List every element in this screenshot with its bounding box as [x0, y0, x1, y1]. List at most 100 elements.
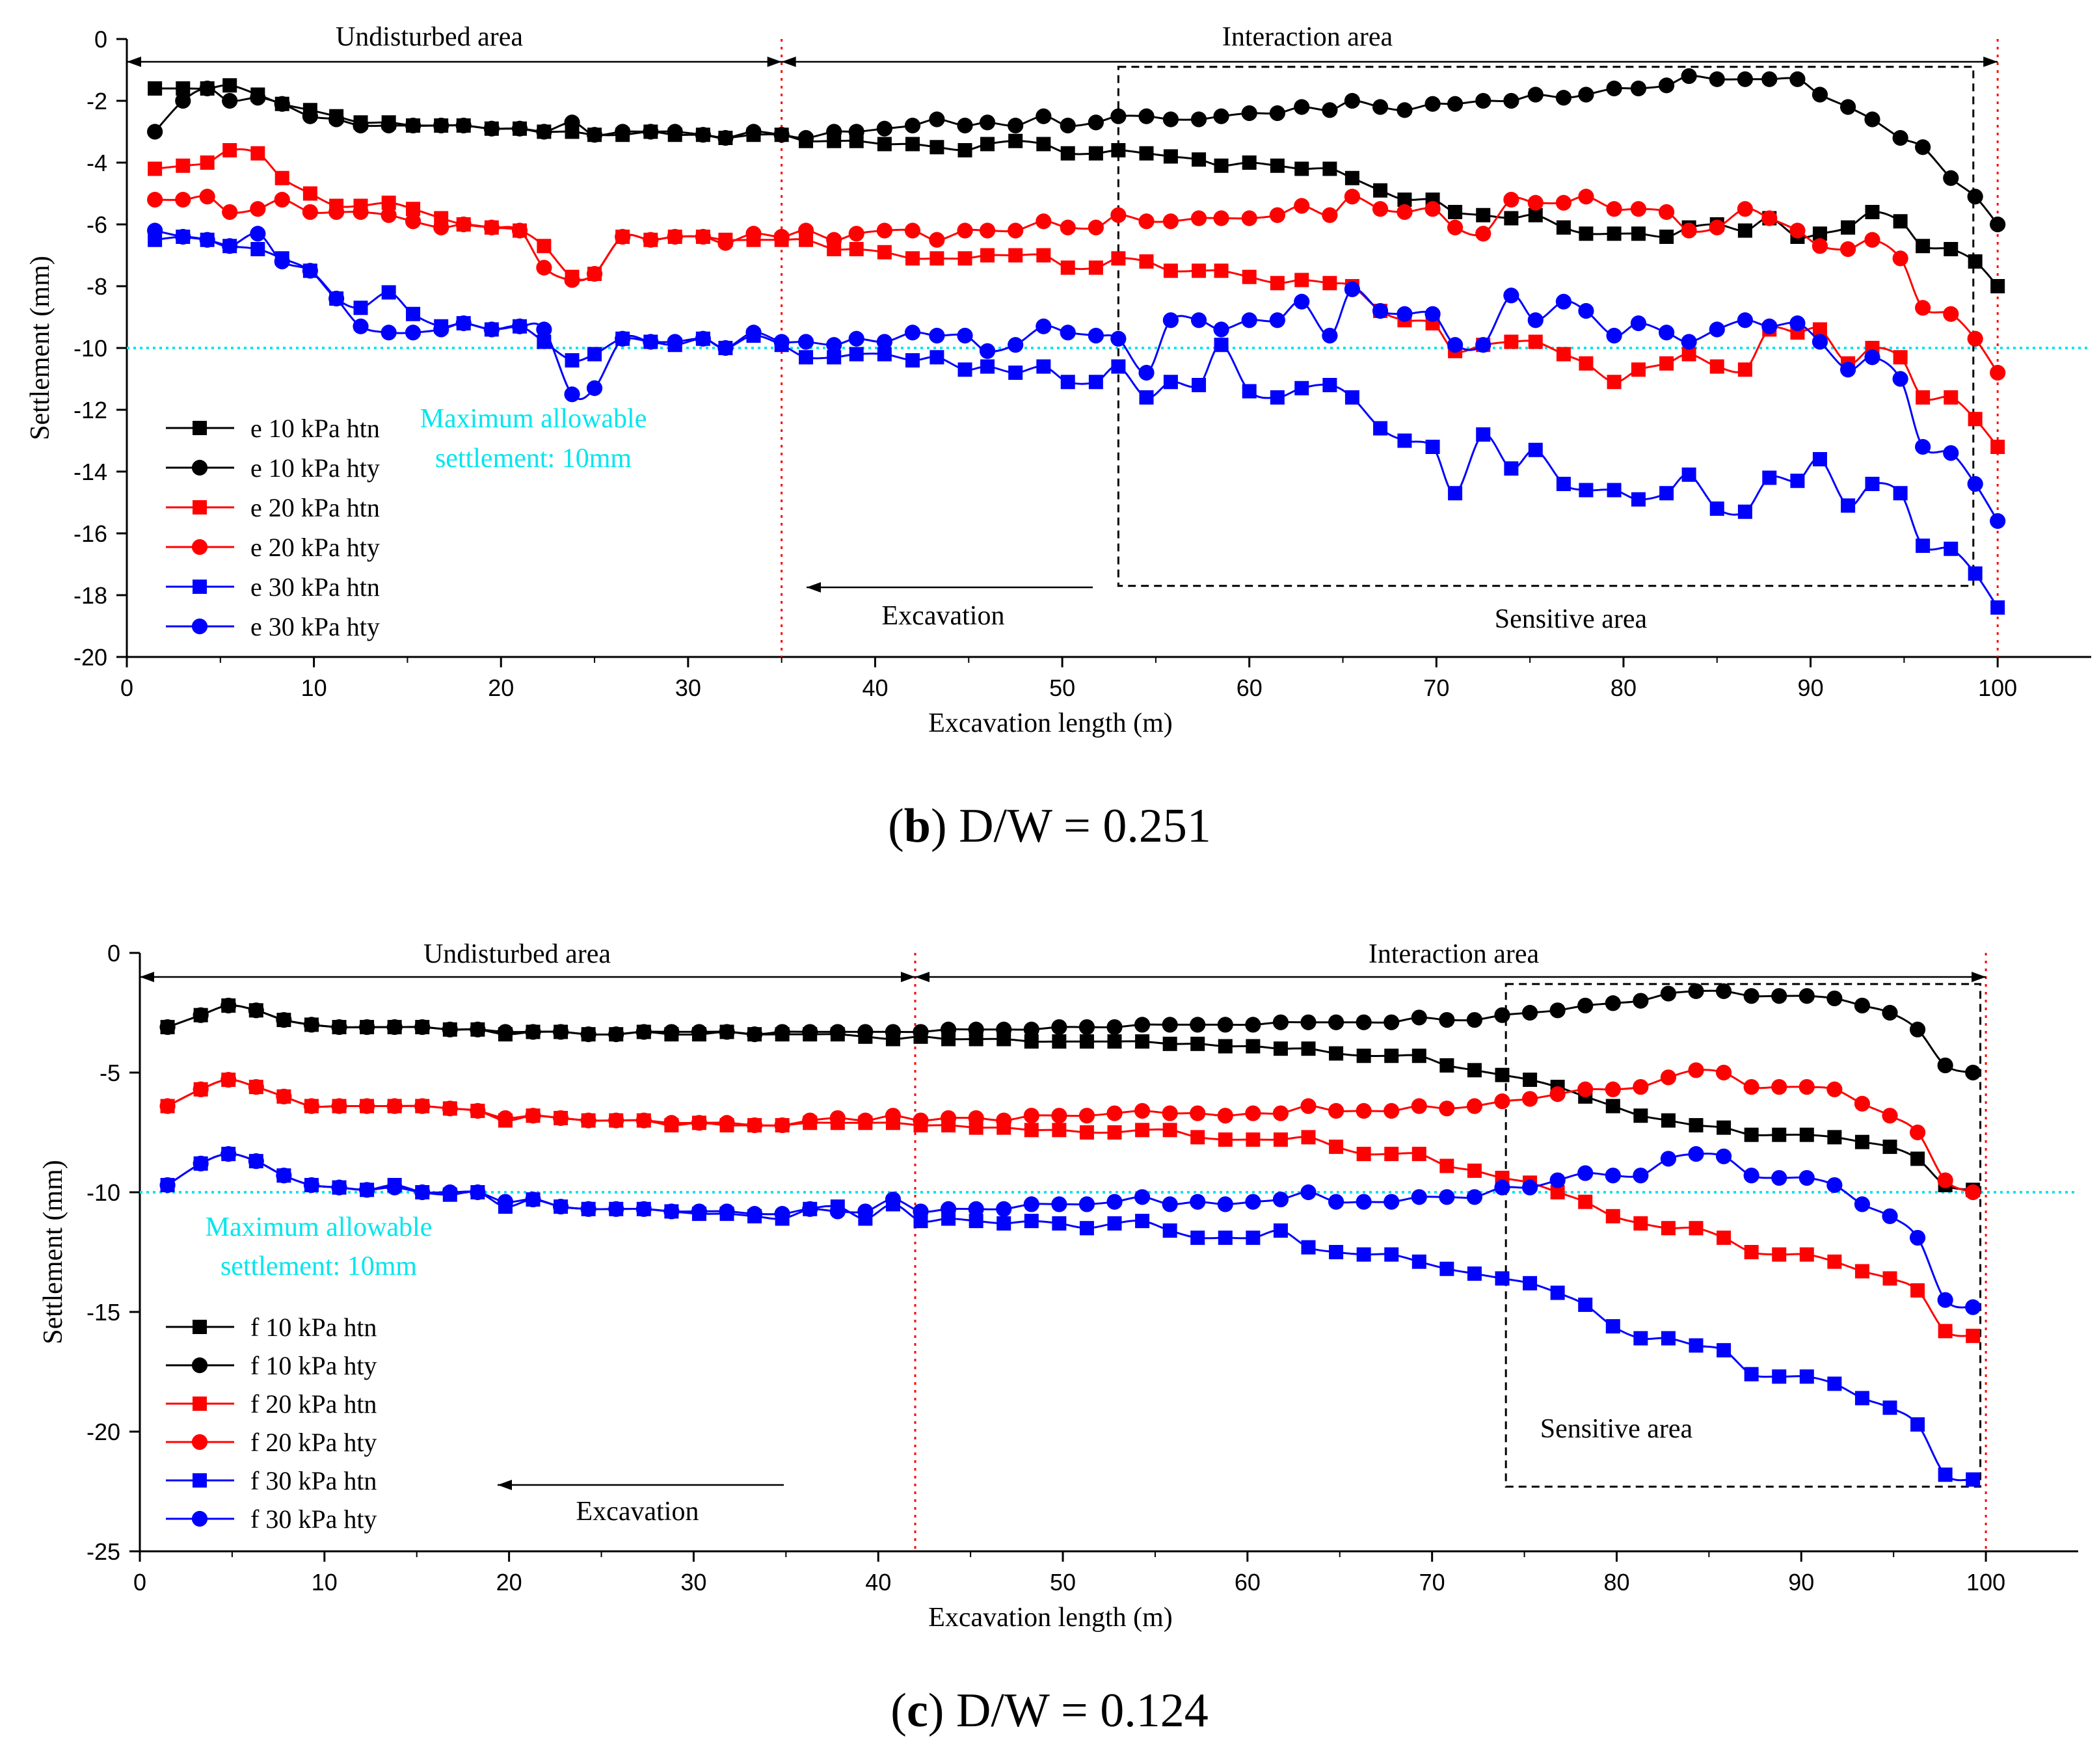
panel-c-series-3-point: [1051, 1108, 1067, 1124]
panel-c-series-1-point: [1162, 1017, 1178, 1033]
panel-b-series-5-point: [929, 327, 945, 344]
panel-b-series-1-point: [353, 117, 369, 134]
panel-c-series-4-point: [1079, 1221, 1094, 1236]
panel-b-series-2-point: [929, 251, 944, 266]
panel-c-series-1-point: [1937, 1057, 1953, 1074]
panel-b-series-1-point: [381, 117, 397, 134]
panel-c-series-3-point: [968, 1110, 984, 1127]
panel-c-series-3-point: [1328, 1102, 1344, 1119]
panel-b-series-3-point: [615, 228, 631, 245]
panel-c-series-1-point: [525, 1024, 541, 1040]
panel-b-series-3-point: [1162, 213, 1179, 230]
panel-c-series-1-point: [1660, 985, 1677, 1002]
panel-b-series-1-point: [643, 124, 659, 140]
panel-b-series-1-point: [1060, 117, 1076, 134]
panel-c-series-1-point: [1356, 1014, 1372, 1030]
panel-c-series-1-point: [913, 1024, 929, 1040]
panel-b-series-5-point: [1789, 315, 1806, 332]
panel-b-series-1-point: [1555, 90, 1572, 106]
panel-c-series-0-point: [1107, 1034, 1122, 1049]
panel-c-series-3-point: [1162, 1105, 1178, 1121]
panel-b-series-2-point: [957, 251, 972, 266]
panel-c-series-5-point: [525, 1191, 541, 1208]
panel-c-series-2-point: [1827, 1254, 1842, 1269]
panel-b-series-3-point: [405, 213, 421, 230]
panel-c-series-5-point: [193, 1155, 209, 1171]
panel-c-series-0-point: [1495, 1067, 1510, 1082]
panel-b-series-0-point: [877, 137, 892, 152]
panel-b-series-5-point: [876, 334, 892, 350]
panel-b-series-1-point: [455, 117, 472, 134]
panel-b-series-2-point: [1008, 248, 1023, 263]
panel-c-series-1-point: [303, 1017, 320, 1033]
panel-b-series-1-point: [1269, 105, 1285, 122]
panel-c-series-1-point: [663, 1024, 680, 1040]
panel-c-undisturbed-arrow-right-head: [901, 972, 915, 982]
panel-b-series-4-point: [1865, 477, 1880, 491]
panel-c-series-5-point: [913, 1203, 929, 1220]
panel-b-series-1-point: [302, 108, 318, 124]
panel-c-legend-item-1: f 10 kPa hty: [166, 1351, 377, 1380]
panel-b-y-tick-label: -20: [74, 644, 107, 671]
panel-b-series-2-point: [1192, 263, 1207, 278]
panel-b-series-0-point: [1528, 207, 1543, 222]
panel-c-series-2-point: [1273, 1132, 1288, 1147]
panel-c-series-3-point: [1494, 1093, 1510, 1110]
panel-b-series-3-point: [433, 219, 449, 235]
panel-b-series-3-point: [1344, 189, 1361, 205]
panel-b-legend-label-0: e 10 kPa htn: [250, 414, 380, 443]
panel-b-series-1-point: [1294, 99, 1310, 115]
panel-b-series-5-point: [175, 228, 191, 245]
panel-b-y-tick-label: -6: [87, 211, 107, 238]
panel-b-series-0-line: [155, 84, 1999, 287]
panel-b-series-1-point: [1527, 87, 1544, 103]
panel-c-series-3-point: [1577, 1081, 1594, 1097]
panel-b-series-4-point: [1528, 442, 1543, 457]
panel-c-series-4-point: [1744, 1367, 1759, 1382]
panel-c-series-4-point: [1439, 1261, 1454, 1276]
panel-c-legend-label-4: f 30 kPa htn: [250, 1466, 377, 1495]
panel-b-series-0-point: [957, 143, 972, 157]
panel-c-series-2-point: [1605, 1209, 1620, 1223]
panel-c-legend-item-3: f 20 kPa hty: [166, 1428, 377, 1457]
panel-b-x-tick-label: 0: [120, 675, 133, 701]
panel-b-series-2-point: [274, 170, 289, 185]
panel-c-series-5-point: [774, 1206, 790, 1222]
panel-c-series-4-point: [1854, 1391, 1869, 1406]
panel-b-series-5-point: [564, 386, 580, 403]
panel-b-series-2-line: [154, 148, 1999, 448]
panel-c-series-1-point: [885, 1024, 902, 1040]
panel-b-series-3-point: [1681, 222, 1697, 239]
panel-c-series-1-point: [1384, 1014, 1400, 1030]
panel-c-excavation-label: Excavation: [576, 1497, 699, 1527]
panel-c-series-5-point: [1134, 1189, 1151, 1205]
panel-c-series-3-point: [663, 1115, 680, 1131]
panel-c-series-3-point: [885, 1108, 902, 1124]
panel-c-series-3-point: [940, 1110, 957, 1127]
panel-c-series-3-point: [857, 1112, 874, 1129]
panel-c-series-1-point: [1134, 1017, 1151, 1033]
panel-c-x-tick-label: 70: [1419, 1569, 1445, 1596]
panel-b-series-5-point: [1709, 321, 1725, 338]
panel-b-series-3-point: [1839, 241, 1856, 258]
panel-c-series-2-point: [1966, 1328, 1981, 1343]
panel-c-series-0-point: [1190, 1036, 1205, 1051]
panel-b-series-4-point: [1448, 486, 1463, 501]
panel-b-series-0-point: [1344, 170, 1359, 185]
panel-c-y-tick-label: -10: [87, 1179, 120, 1206]
panel-c-series-2-point: [1356, 1147, 1371, 1162]
panel-b-series-2-point: [1060, 260, 1075, 275]
panel-c-y-tick-label: -25: [87, 1538, 120, 1565]
panel-c-series-1-point: [1577, 997, 1594, 1014]
panel-b-series-3-point: [904, 222, 921, 239]
panel-b-series-3-point: [667, 228, 683, 245]
panel-b-series-2-point: [1659, 356, 1674, 371]
panel-c-series-3-point: [802, 1112, 818, 1129]
panel-c-series-1-point: [331, 1019, 347, 1036]
panel-b-series-4-point: [1163, 375, 1178, 390]
panel-c-series-1-point: [1328, 1014, 1344, 1030]
panel-c-series-5-point: [1272, 1191, 1289, 1208]
panel-b-legend-marker-5: [191, 618, 208, 635]
panel-b-series-2-point: [1968, 412, 1983, 427]
panel-c-legend-label-0: f 10 kPa htn: [250, 1313, 377, 1342]
